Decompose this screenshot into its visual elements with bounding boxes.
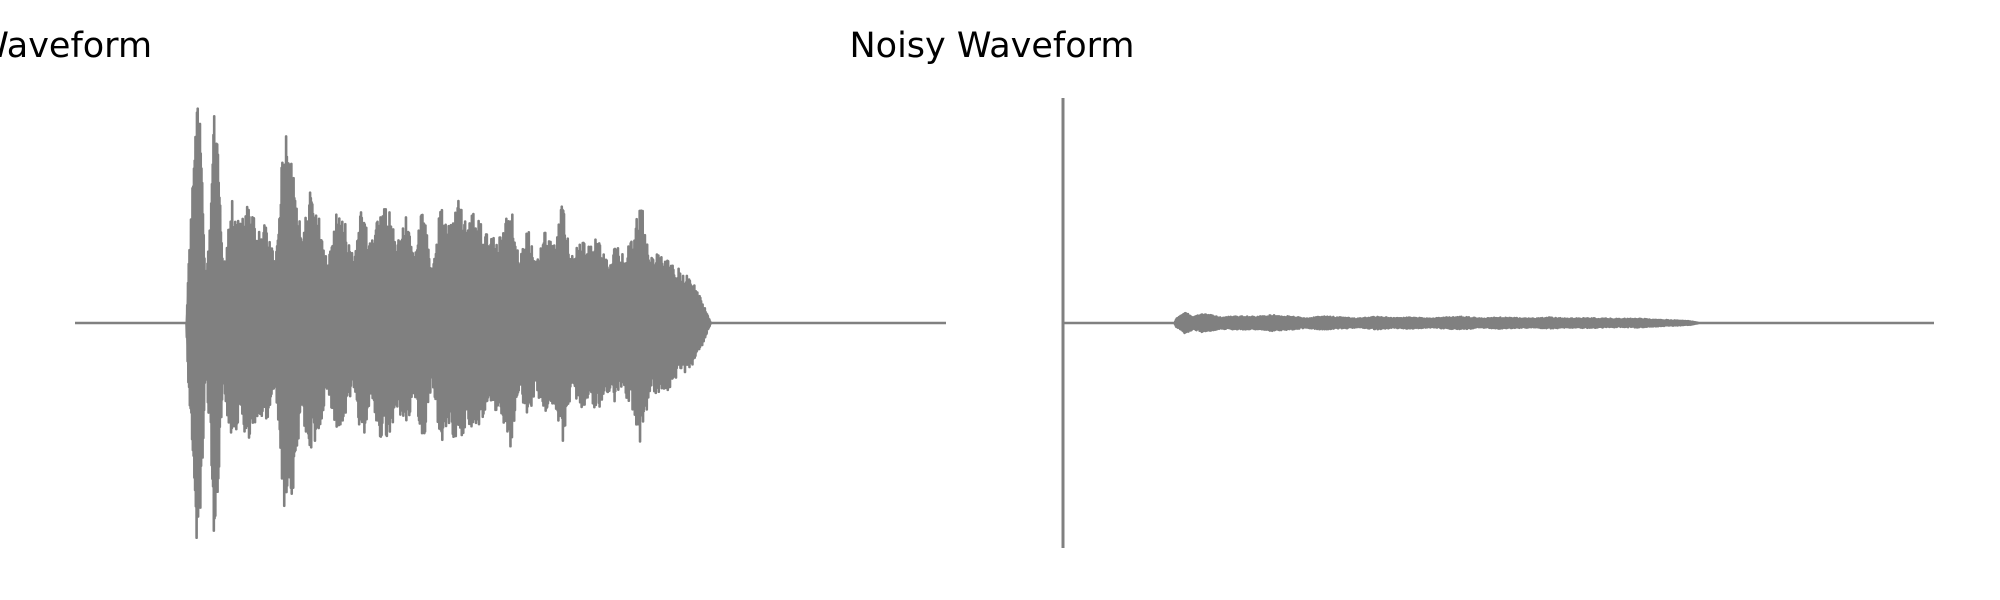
waveform-series	[1063, 311, 1934, 335]
waveform-envelope-fill	[75, 200, 946, 446]
clean-waveform-title: Clean Waveform	[0, 26, 153, 66]
clean-waveform-panel: Clean Waveform	[0, 26, 946, 539]
noisy-waveform-title: Noisy Waveform	[849, 26, 1135, 66]
clean-waveform-plot	[75, 107, 946, 539]
waveform-envelope-fill	[1063, 316, 1934, 330]
noisy-waveform-panel: Noisy Waveform	[849, 0, 2000, 600]
noisy-waveform-plot	[1061, 98, 1934, 548]
waveform-series	[75, 107, 946, 539]
